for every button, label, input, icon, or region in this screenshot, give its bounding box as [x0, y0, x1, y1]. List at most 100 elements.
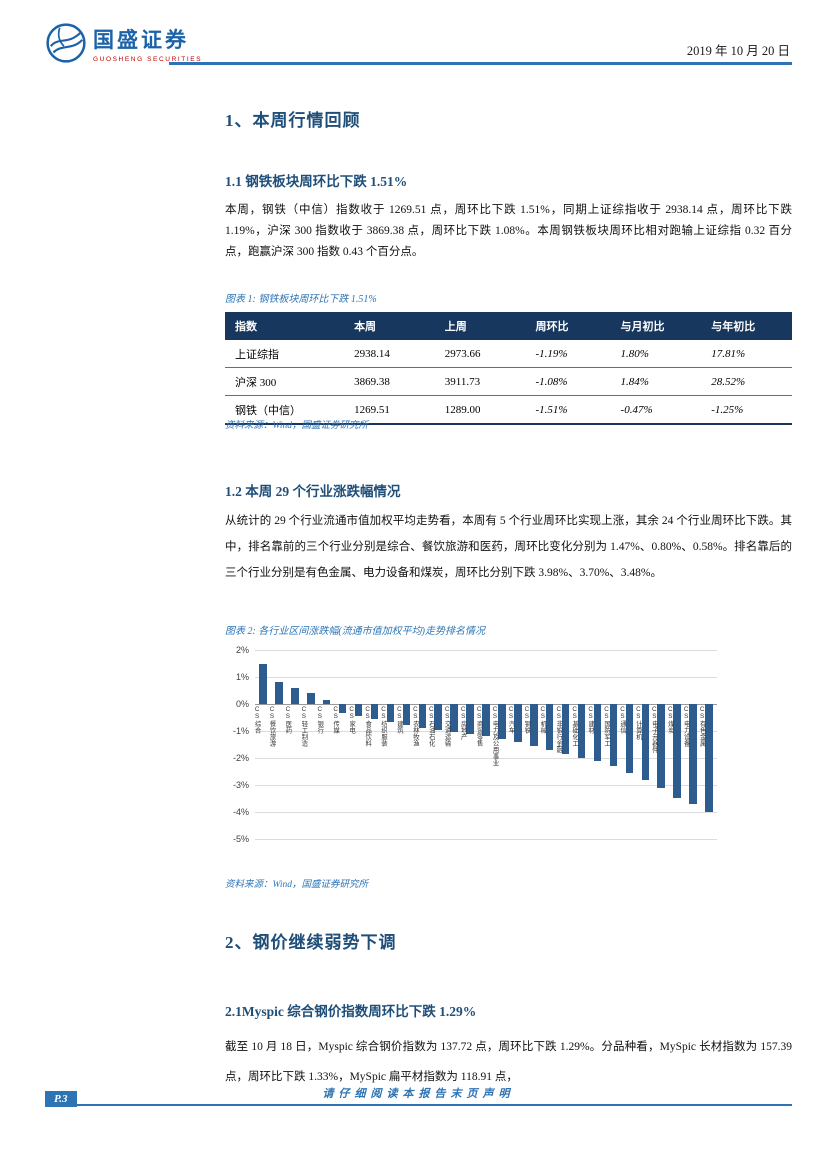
- chart-bar: [338, 704, 347, 713]
- header-divider: [169, 62, 792, 65]
- chart-bar: [577, 704, 586, 758]
- chart-gridline: [255, 812, 717, 813]
- chart-xtick-label: CS农林牧渔: [411, 706, 419, 747]
- index-table-cell: -1.19%: [525, 340, 611, 368]
- chart-xtick-label: CS非银行金融: [555, 706, 563, 753]
- chart-xtick-label: CS餐饮旅游: [268, 706, 276, 747]
- chart-xtick-label: CS纺织服装: [380, 706, 387, 747]
- chart-bar: [641, 704, 650, 780]
- chart-ytick-label: -1%: [232, 726, 249, 736]
- chart-bar: [689, 704, 697, 804]
- chart-ytick-label: 1%: [235, 672, 249, 682]
- index-table-cell: 17.81%: [701, 340, 792, 368]
- chart-xtick-label: CS石油石化: [427, 706, 435, 747]
- chart-bar: [354, 704, 363, 717]
- chart-ytick-label: -5%: [232, 834, 249, 844]
- chart-xtick-label: CS轻工制造: [300, 706, 308, 747]
- report-date: 2019 年 10 月 20 日: [686, 44, 790, 58]
- index-table-header-row: 指数 本周 上周 周环比 与月初比 与年初比: [225, 312, 792, 340]
- chart-plot: CS综合 CS餐饮旅游 CS医药 CS轻工制造 CS银行 CS传媒 CS家电 CS食品饮料 CS…: [253, 650, 717, 840]
- section-1-1-body: 本周，钢铁（中信）指数收于 1269.51 点，周环比下跌 1.51%，同期上证…: [225, 204, 792, 258]
- index-table-cell: -0.47%: [610, 395, 702, 425]
- section-2-title: 2、钢价继续弱势下调: [225, 933, 397, 952]
- chart-gridline: [255, 785, 717, 786]
- chart-bar: [657, 704, 665, 788]
- chart-bar: [498, 704, 506, 740]
- logo-globe-icon: [46, 23, 86, 63]
- chart-xtick-label: CS电力及公用事业: [491, 706, 499, 766]
- chart-y-axis: 2% 1% 0% -1% -2% -3% -4% -5%: [225, 645, 253, 844]
- chart-bar: [482, 704, 490, 737]
- chart-ytick-label: -3%: [232, 780, 249, 790]
- chart-xtick-label: CS医药: [284, 706, 292, 734]
- chart-ytick-label: -4%: [232, 807, 249, 817]
- chart-xtick-label: CS国防军工: [603, 706, 610, 747]
- chart-xtick-label: CS基础化工: [571, 706, 579, 747]
- index-table-cell: 1269.51: [344, 395, 435, 425]
- index-table-cell: 1.84%: [610, 367, 702, 396]
- chart-bar: [530, 704, 538, 746]
- index-table-cell: -1.25%: [701, 395, 792, 425]
- chart-ytick-label: 0%: [235, 699, 249, 709]
- figure-1-caption: 图表 1: 钢铁板块周环比下跌 1.51%: [225, 294, 377, 305]
- chart-bar: [275, 682, 283, 704]
- chart-bar: [322, 700, 331, 704]
- chart-ytick-label: -2%: [232, 753, 249, 763]
- chart-xtick-label: CS交通运输: [443, 706, 451, 747]
- index-table: 指数 本周 上周 周环比 与月初比 与年初比 上证综指 2938.14 2973.6…: [225, 312, 792, 425]
- section-1-2-body: 从统计的 29 个行业流通市值加权平均走势看，本周有 5 个行业周环比实现上涨，…: [225, 515, 792, 579]
- index-table-cell: 2938.14: [344, 340, 435, 368]
- chart-xtick-label: CS有色金属: [698, 706, 706, 747]
- chart-bar: [386, 704, 395, 723]
- page-number: P.3: [45, 1090, 77, 1107]
- index-table-cell: 3869.38: [344, 367, 435, 396]
- column-header: 周环比: [525, 312, 611, 340]
- chart-xtick-label: CS通信: [619, 706, 626, 734]
- chart-gridline: [255, 650, 717, 651]
- chart-bar: [418, 704, 427, 728]
- index-table-row: 上证综指 2938.14 2973.66 -1.19% 1.80% 17.81%: [225, 340, 792, 368]
- column-header: 本周: [344, 312, 435, 340]
- index-table-cell: 1.80%: [610, 340, 702, 368]
- logo-company-name-en: GUOSHENG SECURITIES: [93, 55, 203, 63]
- index-table-body: 上证综指 2938.14 2973.66 -1.19% 1.80% 17.81% 沪深 30…: [225, 340, 792, 425]
- chart-bar: [609, 704, 618, 767]
- chart-xtick-label: CS商贸零售: [475, 706, 483, 747]
- industry-bar-chart: 2% 1% 0% -1% -2% -3% -4% -5% CS综合 CS餐饮旅游 CS医药 CS轻工…: [225, 645, 765, 865]
- index-table-cell: 沪深 300: [225, 367, 345, 396]
- chart-xtick-label: CS家电: [348, 706, 356, 734]
- index-table-cell: 1289.00: [434, 395, 526, 425]
- chart-xtick-label: CS房地产: [459, 706, 467, 740]
- chart-bar: [291, 688, 299, 704]
- chart-gridline: [255, 839, 717, 840]
- chart-xtick-label: CS计算机: [634, 706, 642, 740]
- logo-text: 国盛证券 GUOSHENG SECURITIES: [93, 24, 202, 63]
- column-header: 与年初比: [701, 312, 792, 340]
- chart-xtick-label: CS综合: [253, 706, 261, 734]
- chart-xtick-label: CS电子元器件: [650, 706, 658, 753]
- chart-bar: [466, 704, 474, 735]
- chart-bar: [673, 704, 681, 798]
- figure-2-caption: 图表 2: 各行业区间涨跌幅(流通市值加权平均)走势排名情况: [225, 626, 485, 637]
- chart-bar: [593, 704, 602, 761]
- index-table-row: 沪深 300 3869.38 3911.73 -1.08% 1.84% 28.52%: [225, 367, 792, 396]
- section-1-2-title: 1.2 本周 29 个行业涨跌幅情况: [225, 484, 401, 499]
- index-table-cell: 2973.66: [434, 340, 526, 368]
- section-2-1-title: 2.1Myspic 综合钢价指数周环比下跌 1.29%: [225, 1004, 477, 1019]
- chart-bar: [370, 704, 379, 719]
- chart-gridline: [255, 758, 717, 759]
- chart-xtick-label: CS煤炭: [666, 706, 674, 734]
- section-2-1-body: 截至 10 月 18 日，Myspic 综合钢价指数为 137.72 点，周环比…: [225, 1041, 792, 1083]
- figure-1-source: 资料来源：Wind，国盛证券研究所: [225, 421, 369, 431]
- chart-bar: [545, 704, 554, 750]
- chart-xtick-label: CS传媒: [332, 706, 340, 734]
- chart-bar: [514, 704, 522, 743]
- chart-bar: [434, 704, 442, 730]
- chart-bar: [402, 704, 411, 726]
- column-header: 指数: [225, 312, 345, 340]
- index-table-cell: 上证综指: [225, 340, 345, 368]
- chart-xtick-label: CS建材: [587, 706, 595, 734]
- chart-xtick-label: CS汽车: [507, 706, 515, 734]
- footer-disclaimer: 请仔细阅读本报告末页声明: [322, 1088, 515, 1100]
- chart-gridline: [255, 677, 717, 678]
